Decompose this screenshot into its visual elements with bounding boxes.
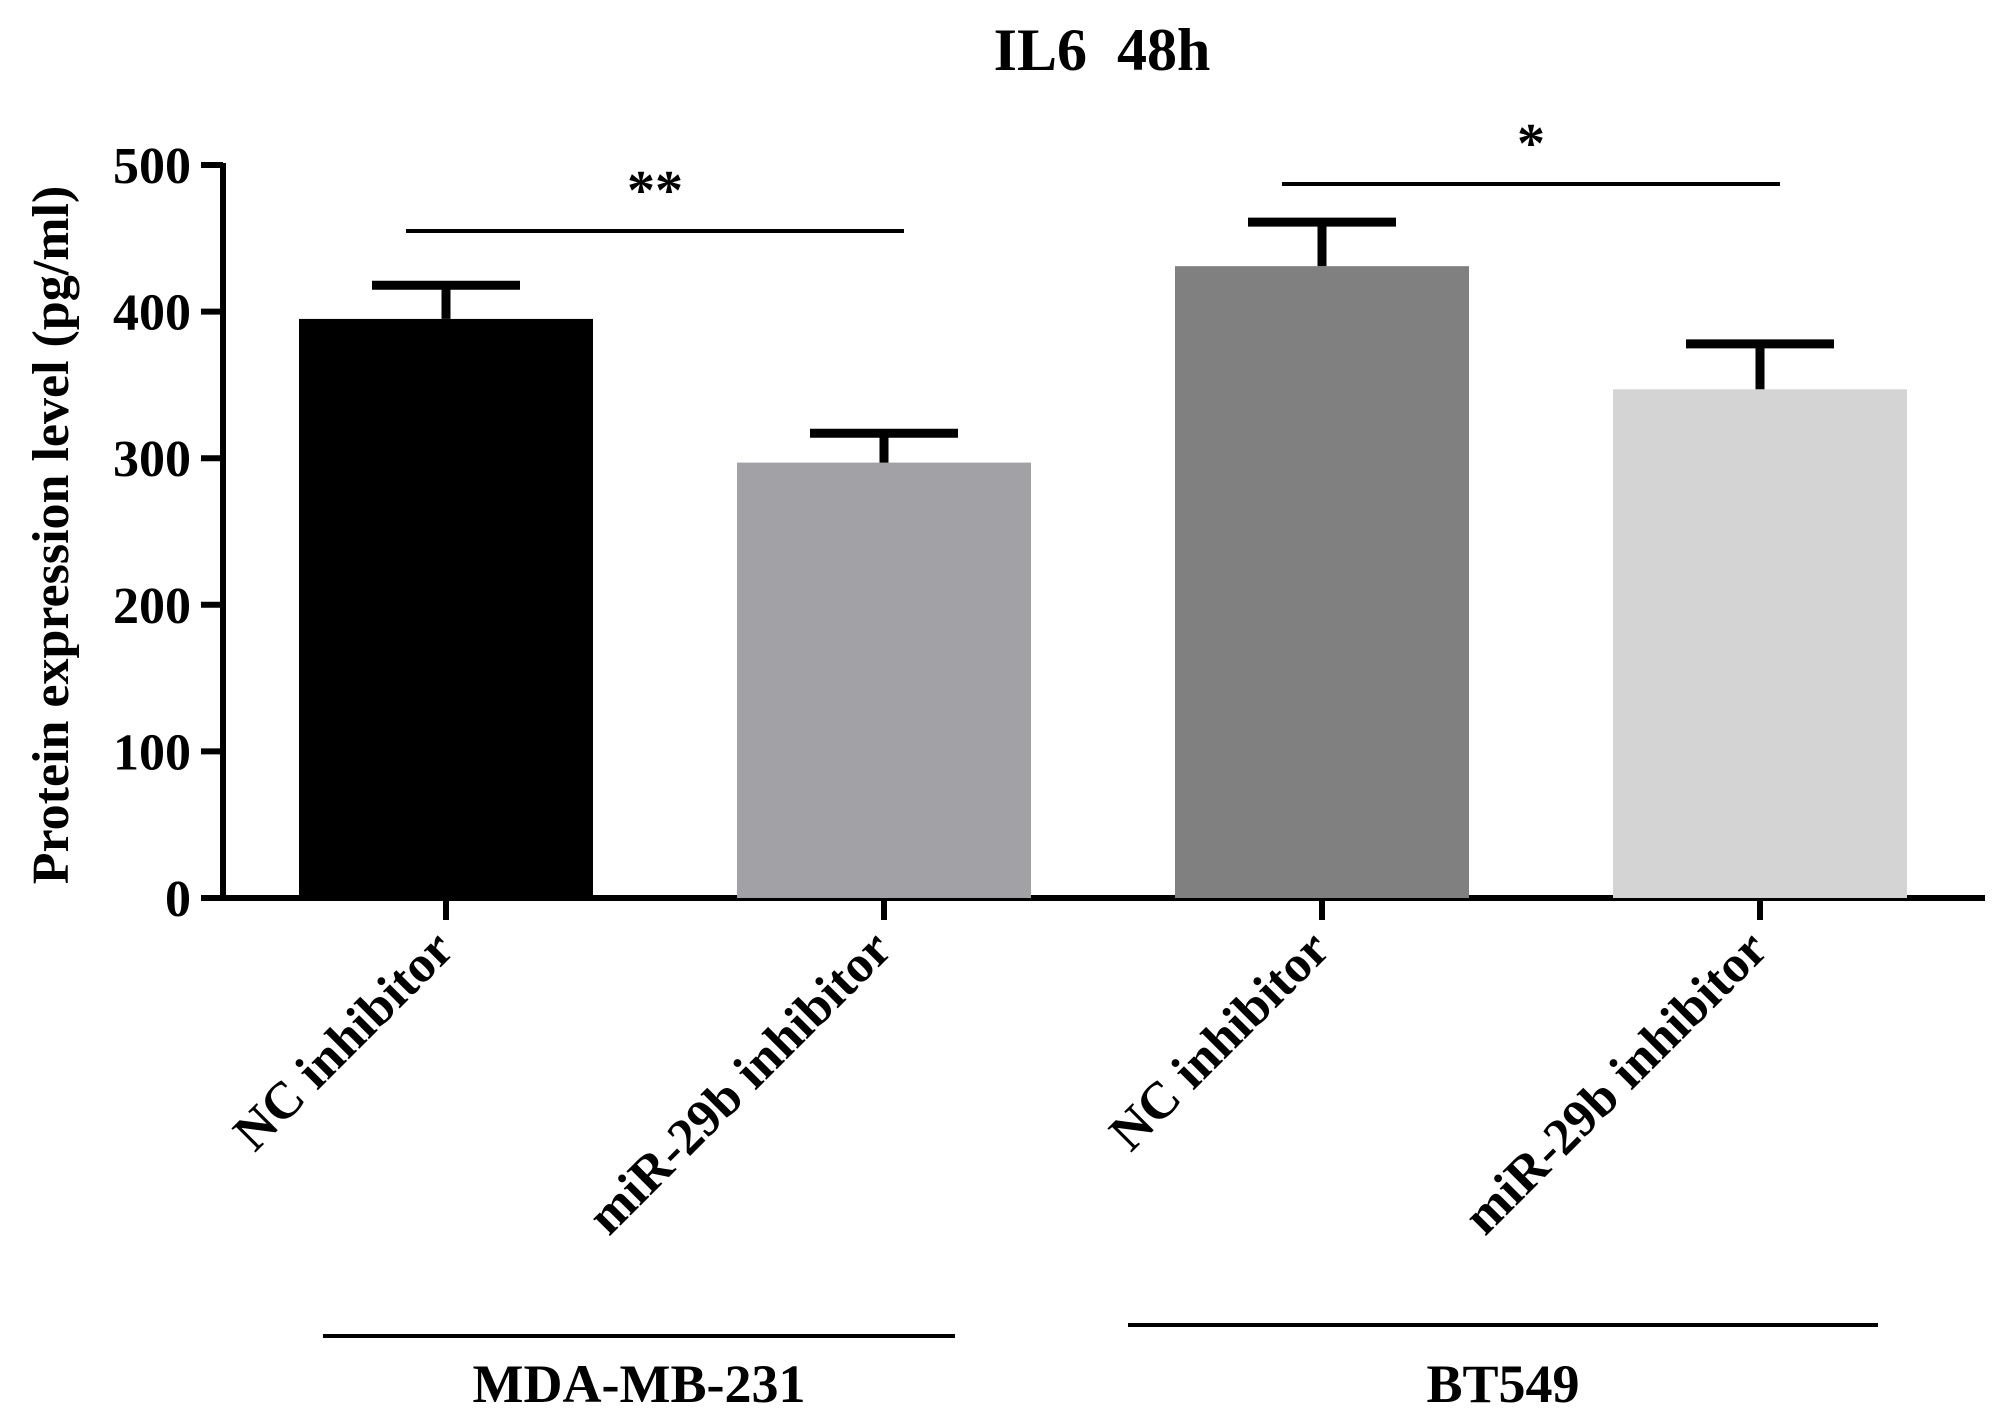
significance-marks: *** bbox=[406, 113, 1780, 233]
y-tick-label: 400 bbox=[113, 285, 191, 342]
x-tick-labels: NC inhibitor miR-29b inhibitor NC inhibito… bbox=[223, 920, 1779, 1245]
significance-label: ** bbox=[627, 160, 683, 222]
y-axis-label: Protein expression level (pg/ml) bbox=[23, 186, 80, 885]
bar bbox=[1175, 266, 1469, 898]
y-tick-label: 300 bbox=[113, 431, 191, 488]
y-tick-label: 100 bbox=[113, 724, 191, 781]
significance-label: * bbox=[1517, 113, 1545, 175]
x-axis bbox=[220, 895, 1985, 920]
x-tick-label: NC inhibitor bbox=[223, 920, 465, 1162]
error-bars bbox=[372, 217, 1834, 463]
group-labels: MDA-MB-231 BT549 bbox=[323, 1323, 1878, 1414]
group-label: MDA-MB-231 bbox=[473, 1354, 806, 1414]
bar bbox=[1613, 389, 1907, 898]
y-axis: 0 100 200 300 400 500 bbox=[113, 138, 226, 928]
y-tick-label: 200 bbox=[113, 578, 191, 635]
x-tick-label: miR-29b inhibitor bbox=[577, 920, 902, 1245]
chart-title: IL6 48h bbox=[994, 17, 1211, 83]
bar bbox=[737, 462, 1031, 898]
x-tick-label: miR-29b inhibitor bbox=[1453, 920, 1778, 1245]
bars bbox=[299, 266, 1907, 898]
x-tick-label: NC inhibitor bbox=[1099, 920, 1341, 1162]
bar bbox=[299, 318, 593, 898]
y-tick-label: 0 bbox=[165, 871, 191, 928]
y-tick-label: 500 bbox=[113, 138, 191, 195]
group-label: BT549 bbox=[1426, 1354, 1579, 1414]
